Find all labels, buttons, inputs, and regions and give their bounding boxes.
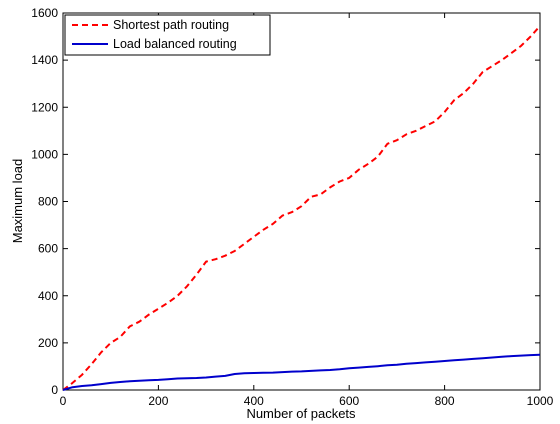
series-line-shortest-path — [62, 25, 541, 391]
y-tick-label: 400 — [38, 289, 58, 303]
y-tick-label: 800 — [38, 195, 58, 209]
y-tick-label: 600 — [38, 242, 58, 256]
y-tick-label: 1000 — [31, 147, 58, 161]
x-tick-label: 1000 — [527, 394, 554, 408]
x-tick-label: 600 — [339, 394, 359, 408]
legend: Shortest path routing Load balanced rout… — [64, 14, 271, 56]
y-tick-label: 1400 — [31, 53, 58, 67]
y-axis-ticks: 0 200 400 600 800 1000 1200 1400 1600 — [31, 6, 540, 397]
y-tick-label: 1200 — [31, 100, 58, 114]
plot-area — [62, 12, 541, 391]
series-line-load-balanced — [62, 353, 541, 391]
x-tick-label: 800 — [435, 394, 455, 408]
series-layer — [62, 25, 541, 391]
y-tick-label: 0 — [51, 383, 58, 397]
x-axis-title: Number of packets — [246, 406, 356, 421]
x-tick-label: 0 — [60, 394, 67, 408]
y-tick-label: 200 — [38, 336, 58, 350]
x-axis-ticks: 0 200 400 600 800 1000 — [60, 13, 554, 408]
x-tick-label: 400 — [244, 394, 264, 408]
legend-box — [64, 14, 271, 56]
x-tick-label: 200 — [148, 394, 168, 408]
legend-label-shortest-path: Shortest path routing — [113, 18, 229, 32]
y-tick-label: 1600 — [31, 6, 58, 20]
legend-label-load-balanced: Load balanced routing — [113, 37, 237, 51]
y-axis-title: Maximum load — [10, 159, 25, 244]
